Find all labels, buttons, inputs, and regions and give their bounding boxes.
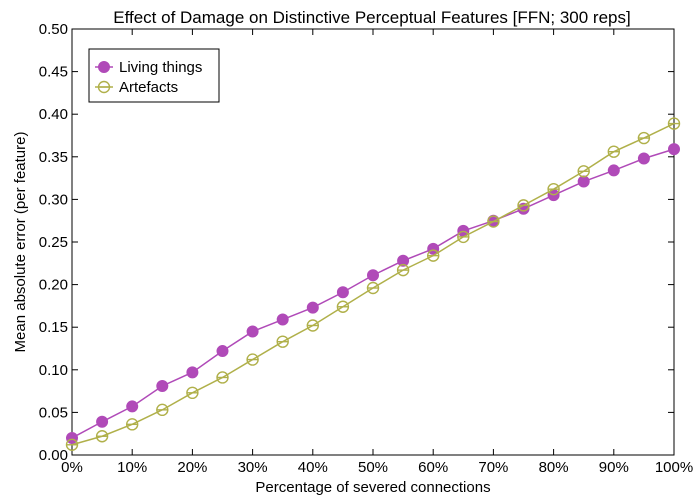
y-tick-label: 0.45 [39,64,68,81]
data-point-artefacts [65,438,79,451]
data-point-artefacts [547,182,560,196]
x-tick-label: 70% [478,459,508,476]
y-tick-label: 0.40 [39,106,68,123]
y-tick-label: 0.25 [39,234,68,251]
data-point-artefacts [667,117,681,130]
y-tick-label: 0.50 [39,21,68,38]
legend-box [88,48,220,103]
y-tick-label: 0.15 [39,319,68,336]
legend-marker-living-things [98,61,110,73]
data-point-artefacts [366,281,380,295]
data-point-artefacts [276,335,289,348]
data-point-artefacts [457,230,470,244]
data-point-artefacts [246,353,259,366]
data-point-artefacts [577,165,590,178]
x-tick-label: 40% [298,459,328,476]
data-point-artefacts [487,215,500,228]
data-point-artefacts [396,263,410,277]
x-tick-label: 50% [358,459,388,476]
x-tick-label: 20% [177,459,207,476]
data-point-artefacts [637,131,651,145]
data-point-living-things [276,313,289,326]
data-point-living-things [397,254,410,267]
y-tick-label: 0.35 [39,149,68,166]
x-tick-label: 30% [238,459,268,476]
x-axis-label: Percentage of severed connections [255,479,490,496]
data-point-artefacts [306,319,319,332]
legend-label-living-things: Living things [119,59,202,76]
x-tick-label: 10% [117,459,147,476]
data-point-artefacts [186,386,199,400]
data-point-living-things [336,286,349,299]
data-point-living-things [577,175,590,188]
data-point-living-things [637,152,650,165]
y-tick-label: 0.30 [39,191,68,208]
data-point-living-things [126,400,139,413]
x-tick-label: 80% [539,459,569,476]
legend-entries: Living things Artefacts [95,59,202,96]
y-tick-label: 0.20 [39,277,68,294]
data-point-artefacts [216,371,229,384]
data-point-artefacts [95,430,109,443]
data-point-living-things [668,143,680,156]
legend-marker-artefacts [97,80,111,94]
data-point-living-things [216,345,229,358]
data-point-living-things [246,325,259,338]
x-tick-label: 90% [599,459,629,476]
data-point-living-things [186,366,199,379]
axis-ticks: 0% 10% 20% 30% 40% 50% 60% 70% 80% 90% 100% 0.00 0.0… [39,21,693,476]
y-tick-label: 0.00 [39,447,68,464]
y-tick-label: 0.10 [39,362,68,379]
x-tick-label: 100% [655,459,693,476]
data-point-artefacts [125,418,139,431]
data-point-living-things [156,379,169,392]
x-tick-label: 0% [61,459,83,476]
x-tick-label: 60% [418,459,448,476]
data-point-artefacts [156,403,169,417]
series-layer [65,117,681,451]
y-axis-label: Mean absolute error (per feature) [12,132,29,353]
data-point-artefacts [607,145,620,158]
legend: Living things Artefacts [88,48,220,103]
data-point-living-things [367,269,379,282]
data-point-living-things [607,164,620,177]
y-tick-label: 0.05 [39,404,68,421]
legend-label-artefacts: Artefacts [119,79,178,96]
data-point-living-things [306,301,319,314]
chart-title: Effect of Damage on Distinctive Perceptu… [113,8,630,27]
data-point-artefacts [427,249,440,262]
data-point-artefacts [336,300,350,313]
data-point-artefacts [517,199,530,212]
data-point-living-things [96,415,109,428]
